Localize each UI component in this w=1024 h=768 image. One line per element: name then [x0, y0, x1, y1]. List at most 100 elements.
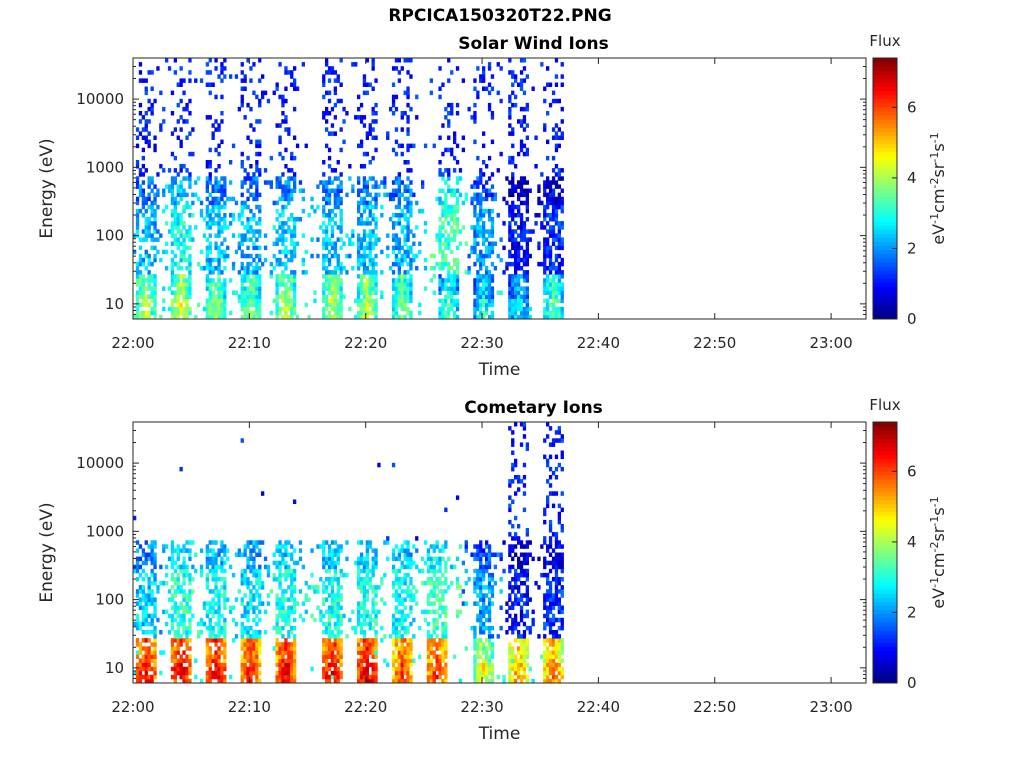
heatmap-cell: [357, 253, 361, 259]
heatmap-cell: [394, 261, 399, 267]
heatmap-cell: [368, 674, 372, 680]
heatmap-cell: [150, 306, 154, 312]
heatmap-cell: [362, 245, 367, 251]
heatmap-cell: [290, 556, 294, 562]
heatmap-cell: [252, 314, 256, 320]
heatmap-cell: [400, 638, 404, 643]
heatmap-cell: [441, 605, 445, 610]
heatmap-cell: [438, 135, 442, 140]
heatmap-cell: [409, 245, 413, 251]
heatmap-cell: [406, 625, 410, 631]
heatmap-cell: [447, 294, 451, 299]
heatmap-cell: [543, 237, 547, 242]
heatmap-cell: [243, 310, 247, 316]
heatmap-cell: [173, 650, 177, 655]
heatmap-cell: [490, 249, 495, 255]
heatmap-cell: [313, 589, 317, 594]
heatmap-cell: [176, 213, 180, 218]
heatmap-cell: [170, 674, 175, 680]
heatmap-cell: [336, 196, 340, 202]
heatmap-cell: [333, 168, 337, 173]
heatmap-cell: [258, 630, 262, 635]
heatmap-cell: [365, 131, 369, 136]
heatmap-cell: [406, 270, 410, 275]
heatmap-cell: [223, 642, 227, 647]
heatmap-cell: [362, 188, 367, 193]
heatmap-cell: [371, 135, 375, 140]
heatmap-cell: [231, 266, 236, 271]
heatmap-cell: [403, 650, 407, 655]
heatmap-cell: [365, 666, 369, 672]
heatmap-cell: [284, 86, 288, 91]
heatmap-cell: [258, 298, 262, 304]
heatmap-cell: [322, 601, 326, 606]
heatmap-cell: [400, 666, 404, 672]
heatmap-cell: [371, 564, 375, 570]
heatmap-cell: [147, 662, 151, 668]
heatmap-cell: [322, 654, 326, 659]
heatmap-cell: [508, 298, 512, 304]
heatmap-cell: [359, 290, 364, 295]
heatmap-cell: [170, 572, 175, 578]
heatmap-cell: [441, 302, 445, 308]
heatmap-cell: [453, 290, 457, 295]
heatmap-cell: [246, 310, 250, 316]
heatmap-cell: [342, 266, 346, 271]
heatmap-cell: [418, 310, 422, 316]
heatmap-cell: [214, 147, 218, 153]
heatmap-cell: [246, 274, 250, 279]
heatmap-cell: [240, 78, 244, 83]
heatmap-cell: [548, 82, 553, 87]
heatmap-cell: [208, 278, 212, 283]
heatmap-cell: [156, 188, 160, 193]
heatmap-cell: [176, 605, 180, 610]
heatmap-cell: [351, 241, 355, 246]
heatmap-cell: [150, 106, 154, 112]
heatmap-cell: [290, 605, 294, 610]
heatmap-cell: [333, 666, 337, 672]
heatmap-cell: [223, 290, 227, 295]
heatmap-cell: [368, 261, 372, 267]
heatmap-cell: [441, 544, 445, 549]
heatmap-cell: [374, 556, 378, 562]
heatmap-cell: [284, 290, 288, 295]
heatmap-cell: [450, 106, 454, 112]
heatmap-cell: [185, 314, 189, 320]
heatmap-cell: [330, 593, 335, 598]
heatmap-cell: [258, 278, 262, 283]
heatmap-cell: [397, 200, 401, 206]
heatmap-cell: [252, 278, 256, 283]
heatmap-cell: [371, 282, 375, 287]
heatmap-cell: [525, 306, 529, 312]
heatmap-cell: [487, 662, 492, 668]
heatmap-cell: [490, 666, 495, 672]
heatmap-cell: [455, 196, 460, 202]
heatmap-cell: [441, 625, 445, 631]
heatmap-cell: [359, 662, 364, 668]
heatmap-cell: [226, 253, 230, 259]
heatmap-cell: [368, 544, 372, 549]
heatmap-cell: [185, 646, 189, 651]
heatmap-cell: [339, 674, 343, 680]
heatmap-cell: [208, 306, 212, 312]
heatmap-cell: [194, 568, 198, 574]
heatmap-cell: [444, 564, 448, 570]
heatmap-cell: [176, 658, 180, 663]
heatmap-cell: [368, 237, 372, 242]
heatmap-cell: [511, 229, 515, 234]
heatmap-cell: [153, 200, 157, 206]
heatmap-cell: [281, 188, 285, 193]
heatmap-cell: [391, 278, 396, 283]
heatmap-cell: [240, 160, 244, 165]
heatmap-cell: [179, 233, 183, 238]
heatmap-cell: [147, 630, 151, 635]
heatmap-cell: [362, 221, 367, 226]
heatmap-cell: [391, 621, 396, 627]
heatmap-cell: [444, 544, 448, 549]
heatmap-cell: [479, 552, 483, 557]
heatmap-cell: [298, 548, 303, 553]
heatmap-cell: [141, 597, 145, 602]
heatmap-cell: [170, 266, 175, 271]
heatmap-cell: [362, 123, 367, 128]
heatmap-cell: [316, 253, 320, 259]
